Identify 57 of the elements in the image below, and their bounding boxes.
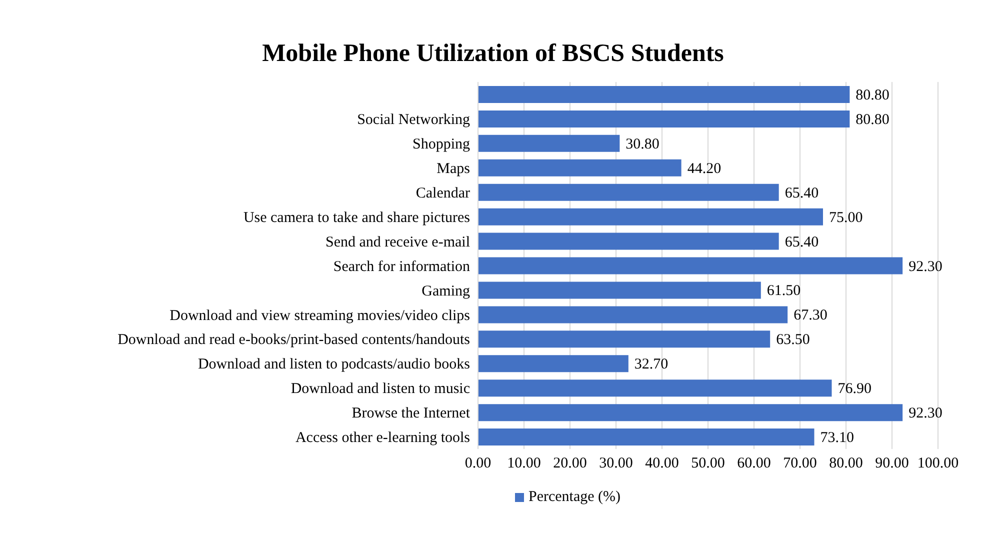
data-label: 32.70 <box>634 356 668 373</box>
y-tick-label: Download and view streaming movies/video clips <box>170 308 470 324</box>
y-tick-label: Download and listen to music <box>290 381 470 398</box>
data-label: 44.20 <box>687 160 722 177</box>
y-tick-label: Download and read e-books/print-based contents/handouts <box>118 332 470 348</box>
data-label: 92.30 <box>908 406 942 422</box>
bar <box>478 86 850 103</box>
bar <box>478 159 682 176</box>
data-label: 76.90 <box>838 381 872 398</box>
data-label: 67.30 <box>794 308 828 324</box>
x-tick-label: 40.00 <box>645 456 679 472</box>
y-tick-label: Use camera to take and share pictures <box>243 210 470 226</box>
y-tick-label: Social Networking <box>357 112 470 128</box>
bar <box>478 134 620 152</box>
x-tick-label: 0.00 <box>464 456 492 472</box>
bar <box>478 355 628 372</box>
bar <box>478 380 832 397</box>
y-tick-label: Calendar <box>416 185 470 202</box>
y-tick-label: Download and listen to podcasts/audio books <box>198 356 470 373</box>
data-label: 61.50 <box>766 283 801 300</box>
x-tick-label: 100.00 <box>917 456 959 472</box>
y-tick-label: Gaming <box>422 283 470 300</box>
y-tick-label: Search for information <box>333 258 470 275</box>
data-label: 63.50 <box>776 332 810 348</box>
x-tick-label: 60.00 <box>737 456 771 472</box>
y-tick-label: Send and receive e-mail <box>325 234 470 250</box>
x-tick-label: 50.00 <box>691 456 725 472</box>
y-tick-label: Shopping <box>412 136 470 152</box>
data-label: 65.40 <box>784 185 819 202</box>
x-tick-label: 90.00 <box>875 456 909 472</box>
bar <box>478 110 850 128</box>
bar <box>478 404 903 422</box>
x-tick-label: 20.00 <box>553 456 587 472</box>
bar <box>478 330 770 348</box>
bar <box>478 232 779 250</box>
y-tick-label: Maps <box>436 160 470 177</box>
data-label: 80.80 <box>856 88 890 104</box>
bar <box>478 257 903 274</box>
x-tick-label: 30.00 <box>599 456 633 472</box>
data-label: 65.40 <box>784 234 819 250</box>
x-tick-label: 80.00 <box>829 456 863 472</box>
bar <box>478 306 788 324</box>
bar <box>478 282 761 299</box>
legend-label: Percentage (%) <box>528 489 621 505</box>
data-label: 75.00 <box>829 210 863 226</box>
chart-title: Mobile Phone Utilization of BSCS Students <box>261 40 725 69</box>
y-tick-label: Browse the Internet <box>352 406 471 422</box>
data-label: 92.30 <box>908 258 942 275</box>
bar <box>478 428 814 446</box>
data-label: 80.80 <box>856 112 890 128</box>
data-label: 30.80 <box>626 136 660 152</box>
x-tick-label: 10.00 <box>507 456 541 472</box>
data-label: 73.10 <box>820 430 854 446</box>
y-tick-label: Access other e-learning tools <box>295 430 470 446</box>
x-tick-label: 70.00 <box>783 456 817 472</box>
bar <box>478 208 823 226</box>
bar <box>478 184 779 201</box>
